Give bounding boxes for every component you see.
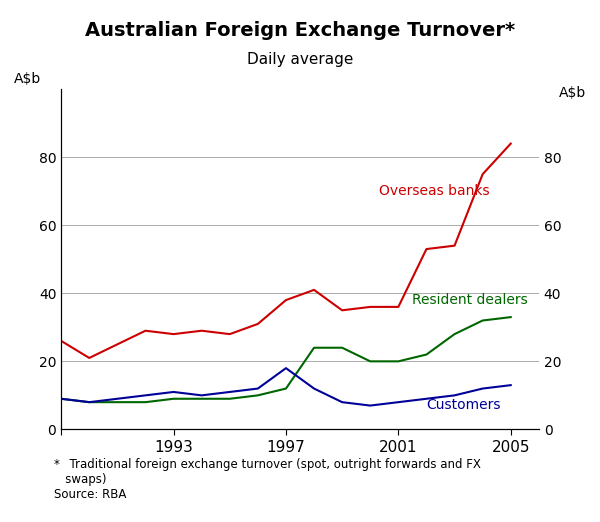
Text: Overseas banks: Overseas banks	[379, 184, 489, 198]
Text: Customers: Customers	[427, 398, 501, 412]
Text: *  Traditional foreign exchange turnover (spot, outright forwards and FX
   swap: * Traditional foreign exchange turnover …	[54, 458, 481, 501]
Y-axis label: A$b: A$b	[559, 86, 586, 100]
Text: Resident dealers: Resident dealers	[412, 292, 528, 306]
Text: Daily average: Daily average	[247, 52, 353, 67]
Text: Australian Foreign Exchange Turnover*: Australian Foreign Exchange Turnover*	[85, 21, 515, 40]
Y-axis label: A$b: A$b	[14, 72, 41, 86]
